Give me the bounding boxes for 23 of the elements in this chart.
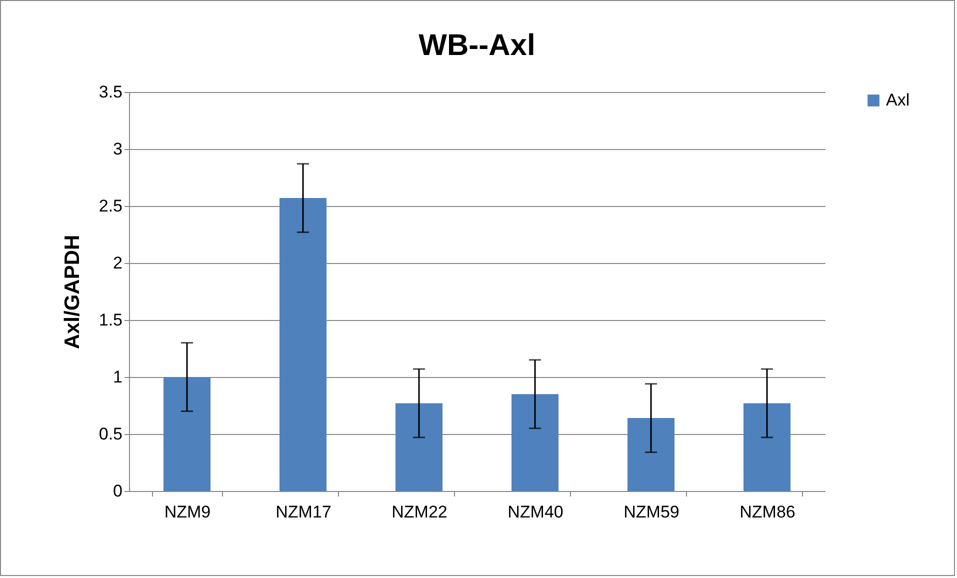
y-axis-title: Axl/GAPDH — [60, 234, 84, 350]
bar — [280, 198, 326, 491]
bar — [744, 403, 790, 491]
y-tick-label: 3 — [113, 140, 122, 158]
bar — [396, 403, 442, 491]
chart-title: WB--Axl — [418, 29, 536, 62]
y-tick-label: 1 — [113, 368, 122, 386]
x-tick-label: NZM40 — [508, 502, 564, 522]
bar — [628, 418, 674, 491]
y-tick-label: 3.5 — [98, 82, 122, 102]
x-tick-label: NZM22 — [392, 502, 448, 522]
y-tick-label: 0.5 — [98, 424, 122, 444]
x-tick-label: NZM9 — [164, 502, 211, 522]
x-tick-label: NZM59 — [624, 502, 680, 522]
x-tick-label: NZM86 — [740, 502, 796, 522]
legend-label: Axl — [886, 90, 910, 110]
bar — [164, 377, 210, 491]
y-tick-label: 2 — [113, 254, 122, 272]
bar — [512, 394, 558, 491]
y-tick-label: 0 — [113, 482, 122, 500]
y-tick-label: 2.5 — [98, 196, 122, 216]
y-tick-label: 1.5 — [98, 310, 122, 330]
x-tick-label: NZM17 — [276, 502, 332, 522]
